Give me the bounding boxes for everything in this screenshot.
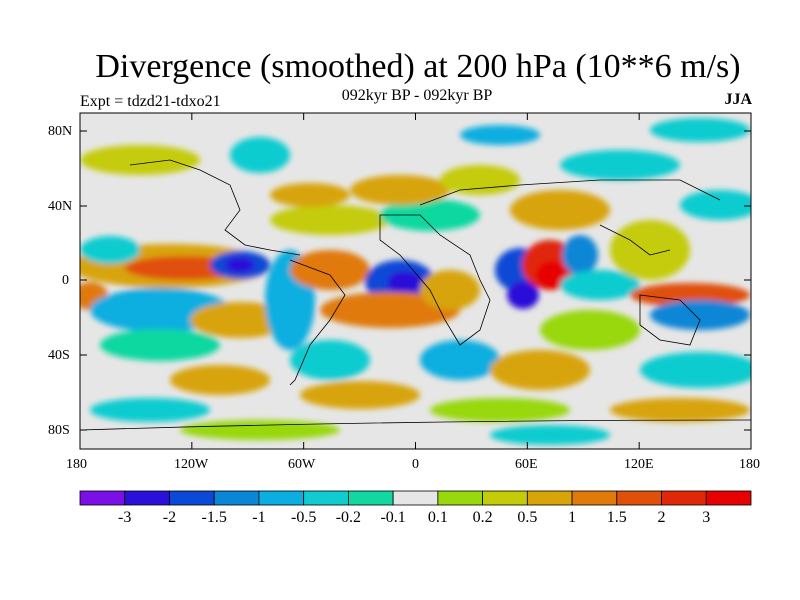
colorbar xyxy=(79,490,752,506)
colorbar-label: 0.2 xyxy=(472,509,493,526)
colorbar-label: 0.1 xyxy=(427,509,448,526)
lon-label-180e: 180 xyxy=(739,457,760,472)
lon-label-120e: 120E xyxy=(624,457,654,472)
colorbar-label: -0.1 xyxy=(380,509,406,526)
colorbar-label: -3 xyxy=(118,509,132,526)
lat-label-80s: 80S xyxy=(48,423,70,438)
colorbar-label: 2 xyxy=(657,509,666,526)
colorbar-swatch xyxy=(213,490,260,506)
lon-label-0: 0 xyxy=(412,457,419,472)
colorbar-swatch xyxy=(124,490,170,506)
colorbar-swatch xyxy=(661,490,707,506)
lon-label-180w: 180 xyxy=(66,457,87,472)
colorbar-swatch xyxy=(79,490,126,506)
colorbar-swatch xyxy=(258,490,305,506)
colorbar-swatch xyxy=(616,490,662,506)
colorbar-label: 1.5 xyxy=(606,509,627,526)
colorbar-label: 0.5 xyxy=(517,509,538,526)
colorbar-label: 3 xyxy=(702,509,711,526)
plot-title: Divergence (smoothed) at 200 hPa (10**6 … xyxy=(95,48,741,85)
colorbar-swatch xyxy=(347,490,394,506)
lon-label-60e: 60E xyxy=(515,457,538,472)
period-label: 092kyr BP - 092kyr BP xyxy=(341,87,493,104)
divergence-field xyxy=(80,118,751,445)
lat-label-40n: 40N xyxy=(48,199,73,214)
lon-label-120w: 120W xyxy=(174,457,209,472)
colorbar-label: 1 xyxy=(568,509,577,526)
colorbar-label: -0.2 xyxy=(335,509,362,526)
coastlines xyxy=(80,159,751,431)
colorbar-label: -1.5 xyxy=(201,509,227,526)
season-label: JJA xyxy=(724,91,752,108)
colorbar-swatch xyxy=(169,490,215,506)
colorbar-label: -2 xyxy=(162,509,177,526)
colorbar-label: -0.5 xyxy=(290,509,317,526)
colorbar-swatch xyxy=(526,490,573,506)
lat-label-40s: 40S xyxy=(48,348,70,363)
lat-label-80n: 80N xyxy=(48,124,73,139)
colorbar-swatch xyxy=(303,490,349,506)
colorbar-swatch xyxy=(705,490,752,506)
colorbar-swatch xyxy=(571,490,618,506)
colorbar-swatch xyxy=(437,490,484,506)
colorbar-swatch xyxy=(392,490,439,506)
colorbar-swatch xyxy=(482,490,528,506)
experiment-label: Expt = tdzd21-tdxo21 xyxy=(80,93,221,110)
colorbar-label: -1 xyxy=(252,509,266,526)
lat-label-0: 0 xyxy=(62,273,69,288)
lon-label-60w: 60W xyxy=(288,457,316,472)
